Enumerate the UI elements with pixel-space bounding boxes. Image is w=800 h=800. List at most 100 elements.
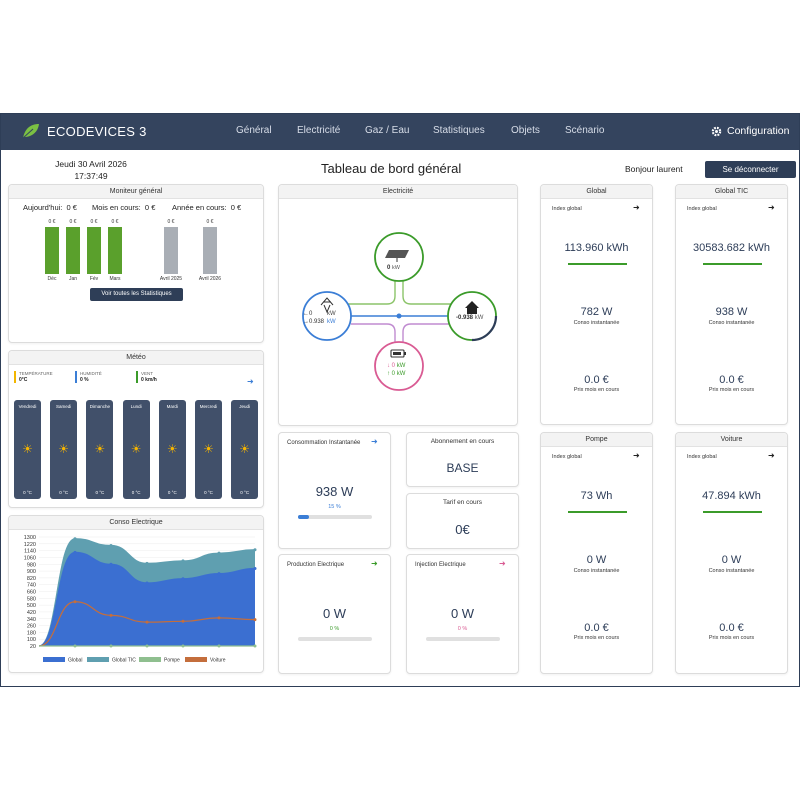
forecast-day[interactable]: Lundi ☀ 0 °C — [122, 400, 150, 499]
current-time: 17:37:49 — [74, 171, 108, 181]
series-point-global-tic — [145, 561, 149, 565]
page-title: Tableau de bord général — [321, 161, 462, 176]
flow-line-battery-house — [402, 323, 449, 342]
grid-values: ←0 →0.938 — [303, 311, 325, 325]
wind-label: VENT — [141, 371, 154, 376]
meteo-title: Météo — [9, 351, 263, 365]
forecast-day[interactable]: Jeudi ☀ 0 °C — [231, 400, 259, 499]
tarif-card: Tarif en cours 0€ — [406, 493, 519, 549]
forecast-day-temp: 0 °C — [204, 490, 213, 495]
brand-name[interactable]: ECODEVICES 3 — [47, 124, 147, 139]
series-point-global — [109, 562, 113, 566]
series-point-voiture — [181, 619, 185, 623]
abonnement-value: BASE — [446, 461, 479, 475]
injection-progress — [426, 637, 500, 641]
battery-values: ↓ 0 kW ↑ 0 kW — [387, 363, 406, 377]
meter-index-value: 30583.682 kWh — [692, 242, 771, 254]
forecast-day-temp: 0 °C — [240, 490, 250, 495]
tarif-value: 0€ — [455, 522, 470, 537]
grid-node — [302, 291, 352, 341]
series-point-global-tic — [217, 551, 221, 555]
legend-swatch — [87, 657, 109, 662]
forecast-day-name: Jeudi — [239, 404, 251, 409]
y-tick-label: 980 — [27, 562, 36, 568]
solar-value: 0 kW — [387, 265, 400, 271]
logout-button[interactable]: Se déconnecter — [705, 161, 796, 178]
y-tick-label: 820 — [27, 576, 36, 582]
monitor-bar-label: Avril 2026 — [198, 276, 222, 282]
meter-underline — [703, 263, 762, 265]
series-point-global — [73, 550, 77, 554]
series-point-global-tic — [253, 548, 257, 552]
configuration-link[interactable]: Configuration — [711, 125, 789, 137]
wind-info: VENT 0 km/h — [136, 371, 157, 383]
forecast-day-name: Lundi — [130, 404, 142, 409]
monitor-month: Mois en cours: 0 € — [92, 203, 156, 212]
forecast-day[interactable]: Mardi ☀ 0 °C — [158, 400, 186, 499]
abonnement-card: Abonnement en cours BASE — [406, 432, 519, 487]
meter-arrow-icon[interactable]: ➜ — [633, 451, 640, 460]
meter-title: Global TIC — [676, 185, 787, 199]
conso-inst-arrow-icon[interactable]: ➜ — [371, 437, 378, 446]
monitor-bar[interactable] — [164, 227, 178, 274]
series-point-voiture — [145, 620, 149, 624]
forecast-day[interactable]: Dimanche ☀ 0 °C — [86, 400, 114, 499]
series-point-global — [253, 567, 257, 571]
series-point-global — [145, 581, 149, 585]
y-tick-label: 1060 — [24, 555, 36, 561]
sun-icon: ☀ — [239, 442, 251, 456]
monitor-year: Année en cours: 0 € — [172, 203, 242, 212]
forecast-day-name: Dimanche — [89, 404, 111, 409]
meter-underline — [703, 511, 762, 513]
forecast-day-name: Mardi — [166, 404, 178, 409]
forecast-day[interactable]: Mercredi ☀ 0 °C — [195, 400, 222, 499]
production-title: Production Electrique — [287, 562, 345, 568]
meter-card-global-tic: Global TIC Index global ➜ 30583.682 kWh … — [675, 184, 788, 425]
stats-button[interactable]: Voir toutes les Statistiques — [90, 288, 183, 301]
series-point-global — [217, 572, 221, 576]
forecast-day[interactable]: Vendredi ☀ 0 °C — [14, 400, 41, 499]
series-point-pompe — [73, 644, 77, 648]
y-tick-label: 340 — [27, 617, 36, 623]
monitor-bar-value: 0 € — [111, 219, 119, 225]
greeting: Bonjour laurent — [625, 164, 683, 174]
meteo-card: Météo TEMPÉRATURE 0°C HUMIDITÉ 0 % VENT … — [8, 350, 264, 508]
meter-power: 938 W — [715, 306, 748, 318]
monitor-bar[interactable] — [87, 227, 101, 274]
monitor-bar[interactable] — [45, 227, 59, 274]
meter-power-label: Conso instantanée — [708, 320, 755, 326]
meter-arrow-icon[interactable]: ➜ — [633, 203, 640, 212]
nav-objets[interactable]: Objets — [511, 125, 540, 136]
nav-electricite[interactable]: Electricité — [297, 125, 341, 136]
nav-scenario[interactable]: Scénario — [565, 125, 605, 136]
injection-title: Injection Electrique — [415, 562, 466, 568]
y-tick-label: 260 — [27, 624, 36, 630]
nav-gaz-eau[interactable]: Gaz / Eau — [365, 125, 410, 136]
y-tick-label: 580 — [27, 596, 36, 602]
monitor-bar[interactable] — [203, 227, 217, 274]
meter-arrow-icon[interactable]: ➜ — [768, 451, 775, 460]
monitor-bar[interactable] — [66, 227, 80, 274]
injection-arrow-icon[interactable]: ➜ — [499, 559, 506, 568]
forecast-day[interactable]: Samedi ☀ 0 °C — [50, 400, 78, 499]
production-arrow-icon[interactable]: ➜ — [371, 559, 378, 568]
meter-power-label: Conso instantanée — [573, 320, 620, 326]
meter-power: 0 W — [721, 554, 742, 566]
humidity-info: HUMIDITÉ 0 % — [75, 371, 102, 383]
monitor-bar[interactable] — [108, 227, 122, 274]
meter-card-global: Global Index global ➜ 113.960 kWh 782 W … — [540, 184, 653, 425]
top-navbar: ECODEVICES 3 Général Electricité Gaz / E… — [1, 114, 799, 150]
conso-chart-card: Conso Electrique 1300 1220 1140 1060 980 900 8… — [8, 515, 264, 673]
nav-statistiques[interactable]: Statistiques — [433, 125, 485, 136]
conso-inst-title: Consommation Instantanée — [287, 440, 361, 446]
nav-general[interactable]: Général — [236, 125, 272, 136]
meter-arrow-icon[interactable]: ➜ — [768, 203, 775, 212]
configuration-label: Configuration — [727, 125, 790, 137]
meter-index-label: Index global — [552, 206, 582, 212]
meter-price-label: Prix mois en cours — [573, 387, 620, 393]
forecast-day-temp: 0 °C — [23, 490, 32, 495]
meter-price: 0.0 € — [719, 622, 744, 634]
leaf-icon — [22, 124, 39, 139]
conso-chart-title: Conso Electrique — [9, 516, 263, 530]
meteo-arrow-icon[interactable]: ➜ — [247, 377, 254, 386]
